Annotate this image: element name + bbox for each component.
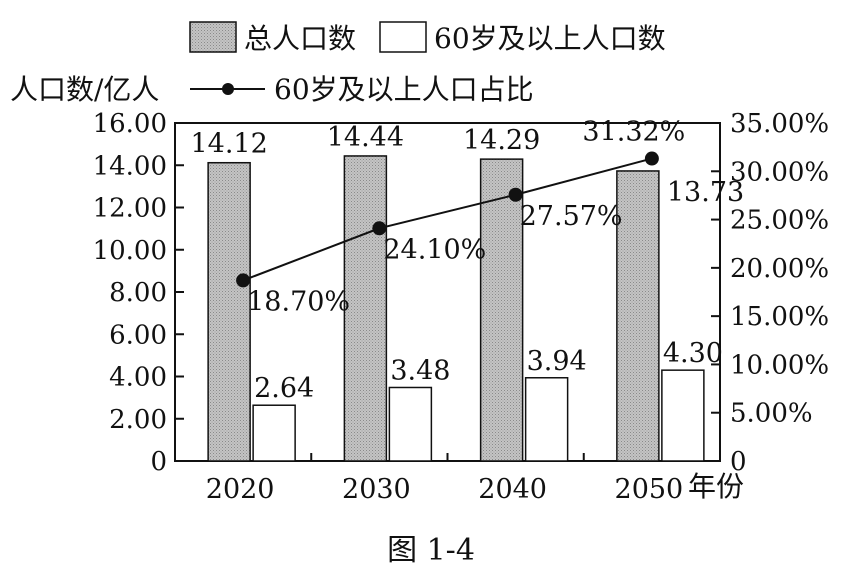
total-bar xyxy=(343,155,388,462)
ratio-point xyxy=(236,273,251,288)
total-bar xyxy=(207,161,251,462)
elderly-bar-label: 3.48 xyxy=(390,355,450,386)
elderly-bar-label: 3.94 xyxy=(527,346,587,377)
legend-swatch-total xyxy=(189,21,237,53)
legend: 总人口数 60岁及以上人口数 60岁及以上人口占比 xyxy=(189,21,666,106)
total-bar-label: 13.73 xyxy=(667,177,744,208)
left-tick-label: 2.00 xyxy=(109,405,167,435)
total-bar-label: 14.44 xyxy=(327,122,404,153)
elderly-bar-label: 2.64 xyxy=(254,373,314,404)
ratio-line: 18.70% 24.10% 27.57% 31.32% xyxy=(236,117,685,317)
ratio-line-path xyxy=(242,157,653,282)
left-axis: 0 2.00 4.00 6.00 8.00 10.00 12.00 14.00 16.00 xyxy=(93,109,184,477)
right-tick-label: 10.00% xyxy=(730,350,829,380)
x-tick-label: 2050 xyxy=(615,474,684,505)
legend-marker-ratio xyxy=(222,83,234,95)
right-tick-label: 5.00% xyxy=(730,399,813,429)
figure-caption: 图 1-4 xyxy=(387,533,475,568)
right-tick-label: 25.00% xyxy=(730,206,829,236)
left-tick-label: 4.00 xyxy=(109,363,167,393)
bars: 14.12 2.64 14.44 3.48 14.29 3.94 13.73 4.30 xyxy=(190,122,744,462)
legend-swatch-elderly xyxy=(379,21,427,53)
legend-label-ratio: 60岁及以上人口占比 xyxy=(274,73,534,106)
right-tick-label: 0 xyxy=(730,447,747,477)
ratio-point-label: 31.32% xyxy=(582,117,685,148)
x-tick-label: 2020 xyxy=(206,474,275,505)
elderly-bar xyxy=(388,386,433,462)
total-bar xyxy=(616,170,660,462)
legend-label-elderly: 60岁及以上人口数 xyxy=(434,22,666,55)
legend-label-total: 总人口数 xyxy=(244,22,356,55)
x-tick-label: 2040 xyxy=(478,474,547,505)
left-tick-label: 0 xyxy=(150,447,167,477)
ratio-point xyxy=(372,221,387,236)
elderly-bar-label: 4.30 xyxy=(663,338,723,369)
left-tick-label: 14.00 xyxy=(93,151,167,181)
total-bar-label: 14.29 xyxy=(463,125,540,156)
right-tick-label: 35.00% xyxy=(730,109,829,139)
total-bar xyxy=(479,158,524,462)
right-tick-label: 20.00% xyxy=(730,254,829,284)
x-axis: 2020 2030 2040 2050 xyxy=(206,453,683,505)
ratio-point-label: 27.57% xyxy=(520,201,623,232)
left-tick-label: 16.00 xyxy=(93,109,167,139)
right-tick-label: 15.00% xyxy=(730,302,829,332)
ratio-point-label: 18.70% xyxy=(247,286,350,317)
ratio-point xyxy=(508,187,523,202)
elderly-bar xyxy=(252,404,296,462)
left-tick-label: 10.00 xyxy=(93,236,167,266)
x-axis-label: 年份 xyxy=(688,470,744,503)
right-tick-label: 30.00% xyxy=(730,157,829,187)
x-tick-label: 2030 xyxy=(342,474,411,505)
left-tick-label: 12.00 xyxy=(93,194,167,224)
total-bar-label: 14.12 xyxy=(190,129,267,160)
elderly-bar xyxy=(524,377,569,462)
left-tick-label: 6.00 xyxy=(109,320,167,350)
elderly-bar xyxy=(661,369,705,462)
right-axis: 0 5.00% 10.00% 15.00% 20.00% 25.00% 30.00% 35.0… xyxy=(711,109,829,477)
ratio-point xyxy=(644,151,659,166)
left-tick-label: 8.00 xyxy=(109,278,167,308)
ratio-point-label: 24.10% xyxy=(383,234,486,265)
y-axis-label: 人口数/亿人 xyxy=(10,73,159,106)
